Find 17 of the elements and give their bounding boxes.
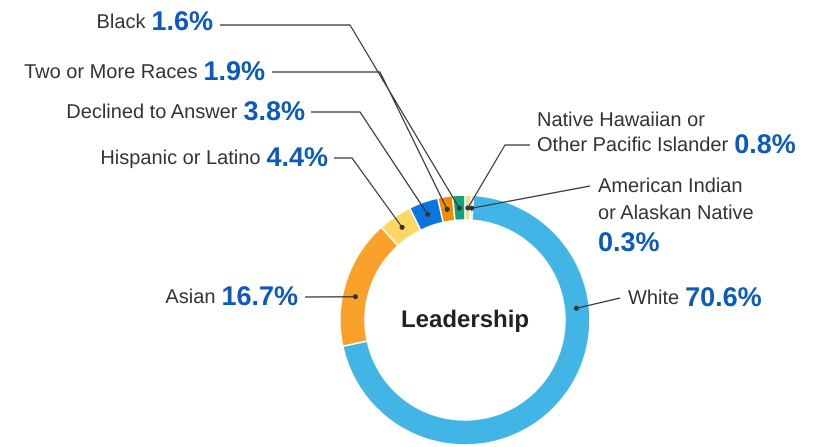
slice-label: Black [96, 11, 146, 33]
slice-label: American Indian or Alaskan Native [598, 175, 754, 224]
data-label: 4.4% [266, 142, 328, 172]
data-label: 70.6% [685, 282, 762, 312]
text: Leadership [400, 306, 530, 333]
data-label: 1.6% [151, 6, 213, 36]
slice-label: Hispanic or Latino [100, 147, 260, 169]
data-label: 0.8% [734, 129, 796, 159]
data-label: 16.7% [221, 281, 298, 311]
slice-label: Two or More Races [24, 61, 198, 83]
slice-label: White [628, 287, 680, 309]
data-label: 1.9% [203, 56, 265, 86]
data-label: 0.3% [598, 227, 660, 257]
slice-label: Asian [165, 286, 216, 308]
slice-label: Native Hawaiian or Other Pacific Islander [537, 109, 729, 156]
data-label: 3.8% [243, 96, 305, 126]
slice-label: Declined to Answer [66, 101, 238, 123]
